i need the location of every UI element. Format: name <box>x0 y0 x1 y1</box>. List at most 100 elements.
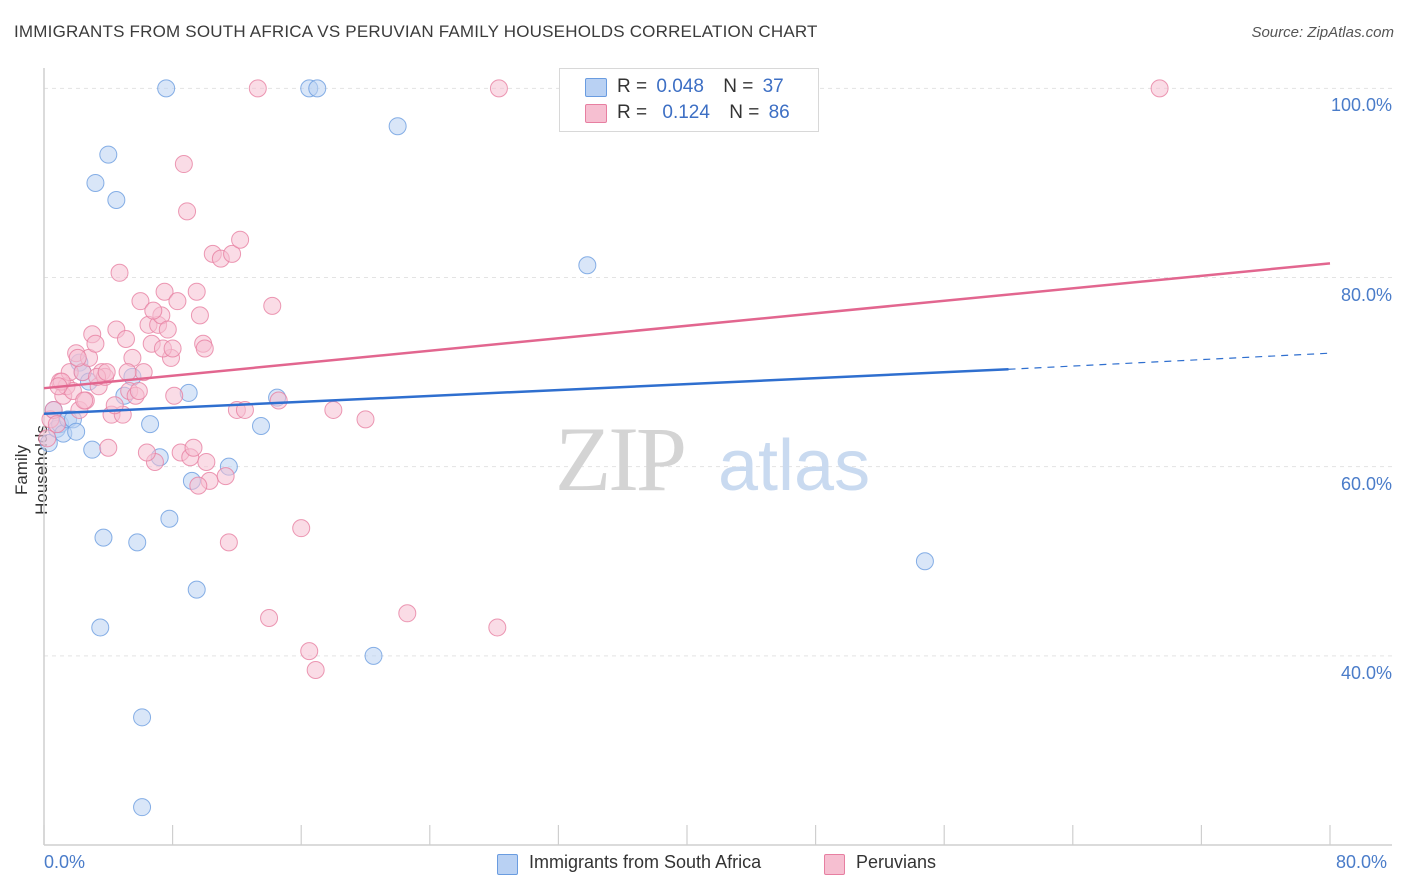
point-peruvian-41 <box>174 155 193 174</box>
trend-lines <box>43 262 1331 415</box>
trend-line-south-africa-extension <box>1008 352 1331 370</box>
point-south-africa-15 <box>99 145 118 164</box>
point-peruvian-19 <box>99 438 118 457</box>
point-south-africa-21 <box>133 798 152 817</box>
gridlines <box>44 87 1392 657</box>
y-tick-label-1: 80.0% <box>1340 284 1392 305</box>
point-south-africa-14 <box>94 528 113 547</box>
point-peruvian-53 <box>219 533 238 552</box>
point-peruvian-84 <box>97 363 116 382</box>
point-south-africa-20 <box>133 708 152 727</box>
point-peruvian-66 <box>356 410 375 429</box>
point-peruvian-67 <box>398 604 417 623</box>
trend-line-peruvians <box>43 262 1331 390</box>
point-peruvian-38 <box>165 386 184 405</box>
point-south-africa-35 <box>388 117 407 136</box>
point-peruvian-52 <box>216 467 235 486</box>
point-peruvian-59 <box>260 609 279 628</box>
point-peruvian-73 <box>195 339 214 358</box>
legend-n-value-blue: 37 <box>762 76 784 97</box>
point-peruvian-81 <box>75 391 94 410</box>
point-peruvian-36 <box>158 320 177 339</box>
chart-title: IMMIGRANTS FROM SOUTH AFRICA VS PERUVIAN… <box>14 22 818 41</box>
point-peruvian-3 <box>47 415 66 434</box>
point-peruvian-64 <box>306 661 325 680</box>
point-south-africa-37 <box>915 552 934 571</box>
trend-line-south-africa <box>43 368 1009 415</box>
bottom-legend-swatch-blue <box>497 854 518 875</box>
watermark-zip: ZIP <box>555 408 684 510</box>
point-peruvian-15 <box>86 334 105 353</box>
point-peruvian-35 <box>155 282 174 301</box>
point-south-africa-36 <box>578 256 597 275</box>
x-tick-left: 0.0% <box>44 852 86 872</box>
point-peruvian-28 <box>131 292 150 311</box>
bottom-legend-south-africa: Immigrants from South Africa <box>497 852 762 875</box>
point-peruvian-39 <box>168 292 187 311</box>
axes <box>43 68 1392 846</box>
legend-r-value-pink: 0.124 <box>662 102 710 123</box>
point-south-africa-16 <box>107 190 126 209</box>
point-peruvian-63 <box>300 642 319 661</box>
bottom-legend-label-blue: Immigrants from South Africa <box>529 852 762 872</box>
legend-n-label: N = <box>729 102 760 123</box>
point-south-africa-12 <box>86 173 105 192</box>
point-peruvian-60 <box>263 296 282 315</box>
point-south-africa-24 <box>157 79 176 98</box>
watermark: ZIP atlas <box>555 408 870 510</box>
point-peruvian-56 <box>231 230 250 249</box>
point-south-africa-28 <box>187 580 206 599</box>
y-tick-label-2: 60.0% <box>1340 473 1392 494</box>
y-tick-label-0: 100.0% <box>1330 95 1392 116</box>
point-peruvian-77 <box>68 348 87 367</box>
point-peruvian-74 <box>144 301 163 320</box>
point-peruvian-24 <box>116 330 135 349</box>
legend-r-label: R = <box>617 102 648 123</box>
point-peruvian-42 <box>178 202 197 221</box>
point-south-africa-25 <box>160 509 179 528</box>
point-peruvian-46 <box>190 306 209 325</box>
point-peruvian-0 <box>38 429 57 448</box>
point-peruvian-68 <box>488 618 507 637</box>
point-south-africa-33 <box>308 79 327 98</box>
point-peruvian-85 <box>137 443 156 462</box>
legend-n-value-pink: 86 <box>768 102 790 123</box>
bottom-legend-swatch-pink <box>824 854 845 875</box>
legend-r-value-blue: 0.048 <box>656 76 704 97</box>
legend-swatch-pink <box>585 104 607 123</box>
point-south-africa-30 <box>252 417 271 436</box>
legend-n-label: N = <box>723 76 754 97</box>
stats-legend: R = 0.048 N = 37 R = 0.124 N = 86 <box>559 68 819 132</box>
bottom-legend-label-pink: Peruvians <box>856 852 937 872</box>
point-south-africa-34 <box>364 646 383 665</box>
x-tick-right: 80.0% <box>1336 852 1388 872</box>
series-peruvians-points <box>38 79 1169 680</box>
point-peruvian-75 <box>118 363 137 382</box>
point-peruvian-22 <box>110 263 129 282</box>
watermark-atlas: atlas <box>718 426 870 506</box>
y-tick-label-3: 40.0% <box>1340 662 1392 683</box>
point-peruvian-58 <box>248 79 267 98</box>
point-peruvian-45 <box>187 282 206 301</box>
point-peruvian-69 <box>489 79 508 98</box>
point-peruvian-62 <box>292 519 311 538</box>
point-south-africa-11 <box>83 440 102 459</box>
point-south-africa-7 <box>67 422 86 441</box>
chart-source: Source: ZipAtlas.com <box>1251 24 1394 41</box>
legend-r-label: R = <box>617 76 648 97</box>
bottom-legend-peruvians: Peruvians <box>824 852 937 875</box>
point-peruvian-70 <box>1150 79 1169 98</box>
point-peruvian-72 <box>163 339 182 358</box>
point-peruvian-83 <box>129 382 148 401</box>
point-peruvian-48 <box>197 452 216 471</box>
point-peruvian-44 <box>184 438 203 457</box>
point-peruvian-65 <box>324 400 343 419</box>
point-peruvian-54 <box>223 244 242 263</box>
point-south-africa-22 <box>141 415 160 434</box>
point-south-africa-13 <box>91 618 110 637</box>
point-peruvian-82 <box>189 476 208 495</box>
point-peruvian-61 <box>269 391 288 410</box>
legend-swatch-blue <box>585 78 607 97</box>
point-south-africa-19 <box>128 533 147 552</box>
